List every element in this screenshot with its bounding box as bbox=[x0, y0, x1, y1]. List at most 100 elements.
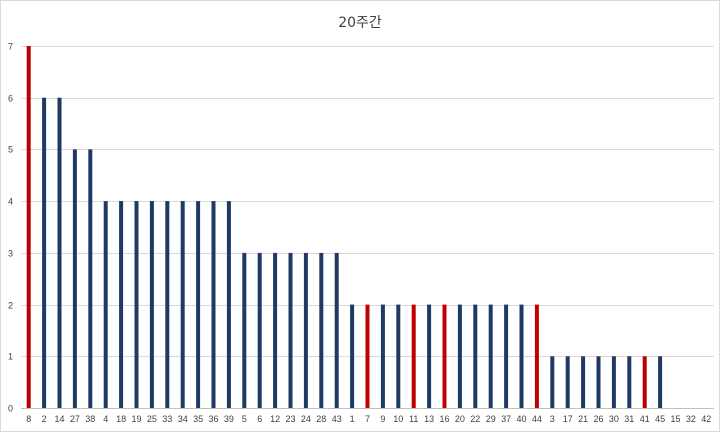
bar-7 bbox=[365, 304, 370, 408]
bar-25 bbox=[149, 201, 154, 408]
x-tick-label: 37 bbox=[501, 414, 511, 424]
bar-3 bbox=[550, 356, 555, 408]
x-tick-label: 7 bbox=[365, 414, 370, 424]
x-tick-label: 10 bbox=[393, 414, 403, 424]
bar-20 bbox=[457, 304, 462, 408]
bar-24 bbox=[303, 252, 308, 408]
x-tick-label: 1 bbox=[350, 414, 355, 424]
x-tick-label: 3 bbox=[550, 414, 555, 424]
bar-18 bbox=[119, 201, 124, 408]
bar-45 bbox=[658, 356, 663, 408]
bar-34 bbox=[180, 201, 185, 408]
x-tick-label: 28 bbox=[316, 414, 326, 424]
bar-43 bbox=[334, 252, 339, 408]
bar-16 bbox=[442, 304, 447, 408]
x-tick-label: 5 bbox=[242, 414, 247, 424]
bar-21 bbox=[581, 356, 586, 408]
x-tick-label: 26 bbox=[593, 414, 603, 424]
x-tick-label: 8 bbox=[26, 414, 31, 424]
x-tick-label: 41 bbox=[640, 414, 650, 424]
bar-39 bbox=[226, 201, 231, 408]
x-tick-label: 43 bbox=[332, 414, 342, 424]
y-tick-label: 7 bbox=[8, 42, 13, 52]
x-tick-label: 34 bbox=[178, 414, 188, 424]
y-tick-label: 0 bbox=[8, 404, 13, 414]
bar-9 bbox=[380, 304, 385, 408]
bar-28 bbox=[319, 252, 324, 408]
bar-5 bbox=[242, 252, 247, 408]
x-tick-label: 38 bbox=[85, 414, 95, 424]
bar-11 bbox=[411, 304, 416, 408]
x-tick-label: 24 bbox=[301, 414, 311, 424]
x-tick-label: 40 bbox=[516, 414, 526, 424]
bar-17 bbox=[565, 356, 570, 408]
bar-12 bbox=[273, 252, 278, 408]
x-tick-label: 16 bbox=[439, 414, 449, 424]
x-tick-label: 9 bbox=[380, 414, 385, 424]
x-tick-label: 31 bbox=[624, 414, 634, 424]
x-tick-label: 12 bbox=[270, 414, 280, 424]
bar-30 bbox=[611, 356, 616, 408]
y-tick-label: 4 bbox=[8, 197, 13, 207]
x-axis-ticks: 8 2 14 27 38 4 18 19 25 33 34 35 36 39 5 6 12 23 24 28 43 1 7 9… bbox=[26, 414, 711, 424]
x-tick-label: 32 bbox=[686, 414, 696, 424]
x-tick-label: 45 bbox=[655, 414, 665, 424]
x-tick-label: 13 bbox=[424, 414, 434, 424]
y-axis-ticks: 0 1 2 3 4 5 6 7 bbox=[8, 42, 13, 414]
bar-33 bbox=[165, 201, 170, 408]
x-tick-label: 29 bbox=[486, 414, 496, 424]
bar-19 bbox=[134, 201, 139, 408]
x-tick-label: 4 bbox=[103, 414, 108, 424]
x-tick-label: 23 bbox=[285, 414, 295, 424]
bar-38 bbox=[88, 149, 93, 408]
bar-1 bbox=[350, 304, 355, 408]
bar-29 bbox=[488, 304, 493, 408]
bar-41 bbox=[642, 356, 647, 408]
x-tick-label: 22 bbox=[470, 414, 480, 424]
bar-26 bbox=[596, 356, 601, 408]
x-tick-label: 18 bbox=[116, 414, 126, 424]
bar-6 bbox=[257, 252, 262, 408]
x-tick-label: 36 bbox=[208, 414, 218, 424]
bars bbox=[26, 46, 663, 408]
x-tick-label: 25 bbox=[147, 414, 157, 424]
bar-31 bbox=[627, 356, 632, 408]
bar-36 bbox=[211, 201, 216, 408]
y-tick-label: 2 bbox=[8, 301, 13, 311]
bar-8 bbox=[26, 46, 31, 408]
bar-13 bbox=[427, 304, 432, 408]
x-tick-label: 15 bbox=[670, 414, 680, 424]
x-tick-label: 30 bbox=[609, 414, 619, 424]
x-tick-label: 2 bbox=[42, 414, 47, 424]
y-tick-label: 3 bbox=[8, 249, 13, 259]
y-tick-label: 5 bbox=[8, 145, 13, 155]
bar-10 bbox=[396, 304, 401, 408]
y-tick-label: 1 bbox=[8, 352, 13, 362]
bar-23 bbox=[288, 252, 293, 408]
x-tick-label: 11 bbox=[409, 414, 418, 424]
x-tick-label: 42 bbox=[701, 414, 711, 424]
x-tick-label: 35 bbox=[193, 414, 203, 424]
bar-22 bbox=[473, 304, 478, 408]
x-tick-label: 17 bbox=[563, 414, 573, 424]
x-tick-label: 44 bbox=[532, 414, 542, 424]
bar-44 bbox=[534, 304, 539, 408]
x-tick-label: 39 bbox=[224, 414, 234, 424]
y-tick-label: 6 bbox=[8, 94, 13, 104]
bar-40 bbox=[519, 304, 524, 408]
x-tick-label: 33 bbox=[162, 414, 172, 424]
x-tick-label: 27 bbox=[70, 414, 80, 424]
chart-title: 20주간 bbox=[338, 15, 382, 31]
x-tick-label: 20 bbox=[455, 414, 465, 424]
x-tick-label: 6 bbox=[257, 414, 262, 424]
bar-35 bbox=[196, 201, 201, 408]
x-tick-label: 19 bbox=[131, 414, 141, 424]
bar-4 bbox=[103, 201, 108, 408]
bar-14 bbox=[57, 97, 62, 408]
x-tick-label: 14 bbox=[54, 414, 64, 424]
x-tick-label: 21 bbox=[578, 414, 588, 424]
bar-2 bbox=[42, 97, 47, 408]
bar-37 bbox=[504, 304, 509, 408]
